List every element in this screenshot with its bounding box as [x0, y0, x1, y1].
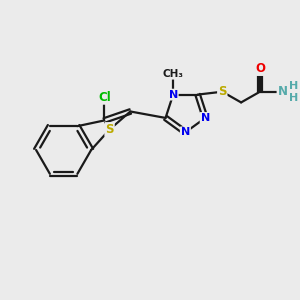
Text: H: H: [289, 82, 298, 92]
Text: CH₃: CH₃: [163, 69, 184, 79]
Text: S: S: [105, 123, 114, 136]
Text: N: N: [169, 90, 178, 100]
Text: N: N: [201, 113, 210, 123]
Text: S: S: [218, 85, 226, 98]
Text: N: N: [181, 127, 190, 137]
Text: O: O: [255, 62, 265, 75]
Text: Cl: Cl: [98, 91, 111, 104]
Text: N: N: [278, 85, 287, 98]
Text: H: H: [289, 93, 298, 103]
